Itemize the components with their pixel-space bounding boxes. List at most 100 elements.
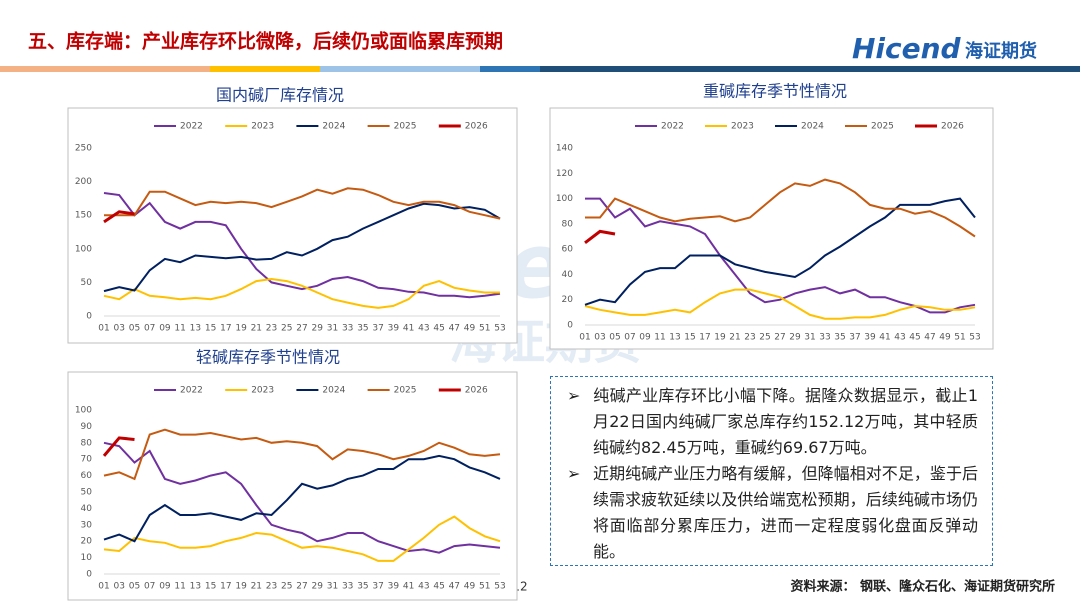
x-tick-label: 33 <box>342 582 353 592</box>
x-tick-label: 03 <box>594 333 605 343</box>
x-tick-label: 51 <box>479 582 490 592</box>
x-tick-label: 01 <box>98 582 109 592</box>
logo: Hicend <box>852 32 962 65</box>
y-tick-label: 50 <box>81 488 93 498</box>
x-tick-label: 21 <box>251 324 262 334</box>
legend-label: 2022 <box>661 122 684 132</box>
x-tick-label: 31 <box>327 324 338 334</box>
x-tick-label: 05 <box>609 333 620 343</box>
legend-label: 2025 <box>394 386 417 396</box>
x-tick-label: 23 <box>744 333 755 343</box>
x-tick-label: 53 <box>494 582 505 592</box>
x-tick-label: 25 <box>281 324 292 334</box>
series-line <box>103 441 501 554</box>
x-tick-label: 15 <box>205 582 216 592</box>
y-tick-label: 70 <box>81 455 93 465</box>
y-tick-label: 150 <box>75 211 92 221</box>
x-tick-label: 11 <box>174 324 185 334</box>
series-line <box>103 454 501 543</box>
x-tick-label: 51 <box>954 333 965 343</box>
chart-title: 重碱库存季节性情况 <box>703 82 847 101</box>
chart-title: 轻碱库存季节性情况 <box>196 348 340 367</box>
legend-label: 2024 <box>322 122 345 132</box>
x-tick-label: 41 <box>879 333 890 343</box>
x-tick-label: 33 <box>342 324 353 334</box>
y-tick-label: 80 <box>562 219 574 229</box>
y-tick-label: 120 <box>556 169 573 179</box>
y-tick-label: 0 <box>567 321 573 331</box>
x-tick-label: 43 <box>418 582 429 592</box>
series-line <box>103 192 501 299</box>
x-tick-label: 25 <box>759 333 770 343</box>
series-line <box>585 197 976 314</box>
x-tick-label: 09 <box>159 324 171 334</box>
series-line <box>585 178 976 238</box>
legend-label: 2026 <box>465 122 488 132</box>
x-tick-label: 35 <box>357 582 368 592</box>
x-tick-label: 13 <box>669 333 680 343</box>
x-tick-label: 17 <box>699 333 710 343</box>
x-tick-label: 43 <box>894 333 905 343</box>
chart-frame <box>67 107 518 344</box>
legend-label: 2023 <box>251 386 274 396</box>
y-tick-label: 200 <box>75 177 92 187</box>
y-tick-label: 100 <box>556 194 573 204</box>
x-tick-label: 49 <box>464 582 476 592</box>
series-line <box>584 197 976 306</box>
x-tick-label: 47 <box>449 324 460 334</box>
y-tick-label: 40 <box>81 504 93 514</box>
x-tick-label: 49 <box>464 324 476 334</box>
y-tick-label: 20 <box>562 295 574 305</box>
header-bar <box>480 66 540 72</box>
y-tick-label: 250 <box>75 144 92 154</box>
y-tick-label: 140 <box>556 144 573 154</box>
legend-label: 2026 <box>465 386 488 396</box>
y-tick-label: 50 <box>81 278 93 288</box>
header-bar <box>540 66 1080 72</box>
legend-label: 2025 <box>394 122 417 132</box>
legend-label: 2025 <box>871 122 894 132</box>
x-tick-label: 31 <box>327 582 338 592</box>
x-tick-label: 35 <box>834 333 845 343</box>
legend-label: 2026 <box>941 122 964 132</box>
y-tick-label: 20 <box>81 537 93 547</box>
x-tick-label: 41 <box>403 324 414 334</box>
chart-title: 国内碱厂库存情况 <box>216 86 344 105</box>
series-line <box>102 436 135 457</box>
legend-label: 2022 <box>180 386 203 396</box>
x-tick-label: 19 <box>714 333 726 343</box>
x-tick-label: 15 <box>684 333 695 343</box>
chart-frame <box>67 371 518 601</box>
x-tick-label: 39 <box>864 333 876 343</box>
x-tick-label: 05 <box>129 324 140 334</box>
y-tick-label: 10 <box>81 553 93 563</box>
x-tick-label: 37 <box>372 582 383 592</box>
x-tick-label: 27 <box>296 582 307 592</box>
x-tick-label: 45 <box>433 324 444 334</box>
x-tick-label: 45 <box>433 582 444 592</box>
legend-label: 2023 <box>731 122 754 132</box>
x-tick-label: 11 <box>654 333 665 343</box>
x-tick-label: 01 <box>98 324 109 334</box>
series-line <box>584 288 976 320</box>
x-tick-label: 21 <box>729 333 740 343</box>
y-tick-label: 100 <box>75 244 92 254</box>
x-tick-label: 31 <box>804 333 815 343</box>
bullet: 纯碱产业库存环比小幅下降。据隆众数据显示，截止1月22日国内纯碱厂家总库存约15… <box>567 383 978 461</box>
x-tick-label: 13 <box>190 324 201 334</box>
x-tick-label: 15 <box>205 324 216 334</box>
x-tick-label: 51 <box>479 324 490 334</box>
legend-label: 2024 <box>322 386 345 396</box>
x-tick-label: 05 <box>129 582 140 592</box>
x-tick-label: 17 <box>220 324 231 334</box>
x-tick-label: 37 <box>849 333 860 343</box>
legend-label: 2022 <box>180 122 203 132</box>
x-tick-label: 23 <box>266 582 277 592</box>
x-tick-label: 19 <box>235 324 247 334</box>
slide-title: 五、库存端：产业库存环比微降，后续仍或面临累库预期 <box>28 30 503 53</box>
series-line <box>104 187 501 220</box>
x-tick-label: 21 <box>251 582 262 592</box>
x-tick-label: 17 <box>220 582 231 592</box>
series-line <box>103 515 501 562</box>
